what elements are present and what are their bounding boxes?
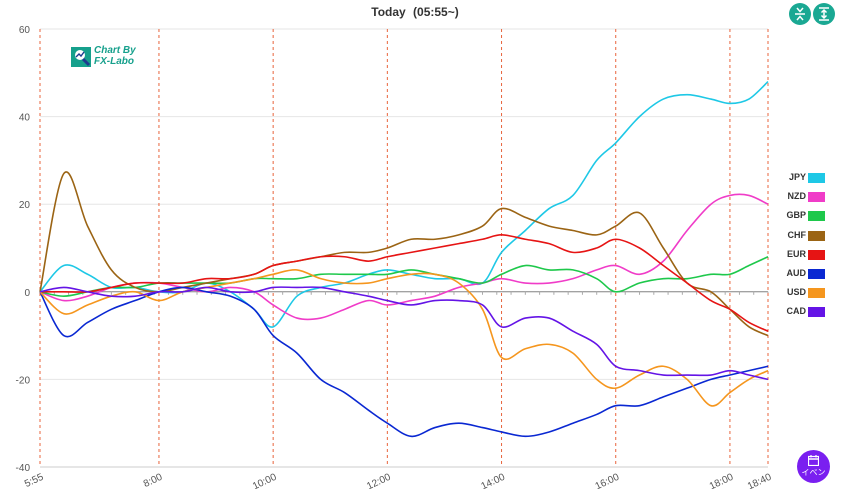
y-tick-label: 0 <box>24 288 30 299</box>
shrink-vertical-icon <box>795 7 805 21</box>
calendar-icon <box>808 455 819 466</box>
legend-label: AUD <box>786 267 807 278</box>
legend-swatch <box>808 173 825 183</box>
series-line-eur <box>39 234 769 332</box>
legend-swatch <box>808 192 825 203</box>
logo-line-1: Chart By <box>94 45 136 56</box>
y-tick-label: 20 <box>19 200 31 211</box>
legend-item-jpy[interactable]: JPY <box>776 170 836 189</box>
legend-label: NZD <box>787 191 807 202</box>
legend-swatch <box>808 249 825 260</box>
x-tick-label: 10:00 <box>251 472 279 489</box>
legend-label: JPY <box>788 172 806 182</box>
shrink-vertical-button[interactable] <box>789 3 811 25</box>
x-tick-label: 5:55 <box>23 472 46 489</box>
x-tick-label: 16:00 <box>594 472 622 489</box>
legend-swatch <box>808 268 825 279</box>
y-tick-label: -20 <box>16 375 31 386</box>
legend-swatch <box>808 211 825 222</box>
x-tick-label: 12:00 <box>365 472 393 489</box>
logo-line-2: FX-Labo <box>94 56 134 67</box>
series-line-aud <box>39 286 769 438</box>
series-line-cad <box>39 286 769 381</box>
expand-vertical-button[interactable] <box>813 3 835 25</box>
chart-title: Today (05:55~) <box>0 5 830 19</box>
title-text: Today <box>371 5 406 19</box>
x-tick-label: 8:00 <box>142 472 165 489</box>
x-tick-label: 18:40 <box>746 472 774 489</box>
x-tick-label: 14:00 <box>479 472 507 489</box>
subtitle-text: (05:55~) <box>413 5 459 19</box>
legend-swatch <box>808 307 825 318</box>
legend-swatch <box>808 230 825 241</box>
series-line-usd <box>39 269 769 407</box>
y-tick-label: 40 <box>19 113 31 124</box>
legend-label: CAD <box>786 306 807 317</box>
legend-label: EUR <box>786 248 806 259</box>
legend-item-aud[interactable]: AUD <box>776 266 836 285</box>
legend-item-cad[interactable]: CAD <box>776 304 836 323</box>
event-button-label: イベン <box>801 468 826 477</box>
x-tick-label: 18:00 <box>708 472 736 489</box>
logo: Chart By FX-Labo <box>70 44 150 70</box>
legend: JPY NZD GBP CHF EUR AUD USD CAD <box>776 170 836 324</box>
legend-item-eur[interactable]: EUR <box>776 247 836 266</box>
y-tick-label: 60 <box>19 25 31 36</box>
expand-vertical-icon <box>819 7 829 21</box>
legend-label: CHF <box>787 229 807 240</box>
legend-item-gbp[interactable]: GBP <box>776 208 836 227</box>
legend-item-usd[interactable]: USD <box>776 285 836 304</box>
magnifier-chart-icon <box>71 47 91 67</box>
legend-label: USD <box>786 287 806 298</box>
event-button[interactable]: イベン <box>797 450 830 483</box>
y-tick-label: -40 <box>16 463 31 474</box>
series-line-nzd <box>39 193 769 321</box>
legend-item-nzd[interactable]: NZD <box>776 189 836 208</box>
legend-swatch <box>808 288 825 299</box>
legend-label: GBP <box>786 210 806 221</box>
legend-item-chf[interactable]: CHF <box>776 228 836 247</box>
